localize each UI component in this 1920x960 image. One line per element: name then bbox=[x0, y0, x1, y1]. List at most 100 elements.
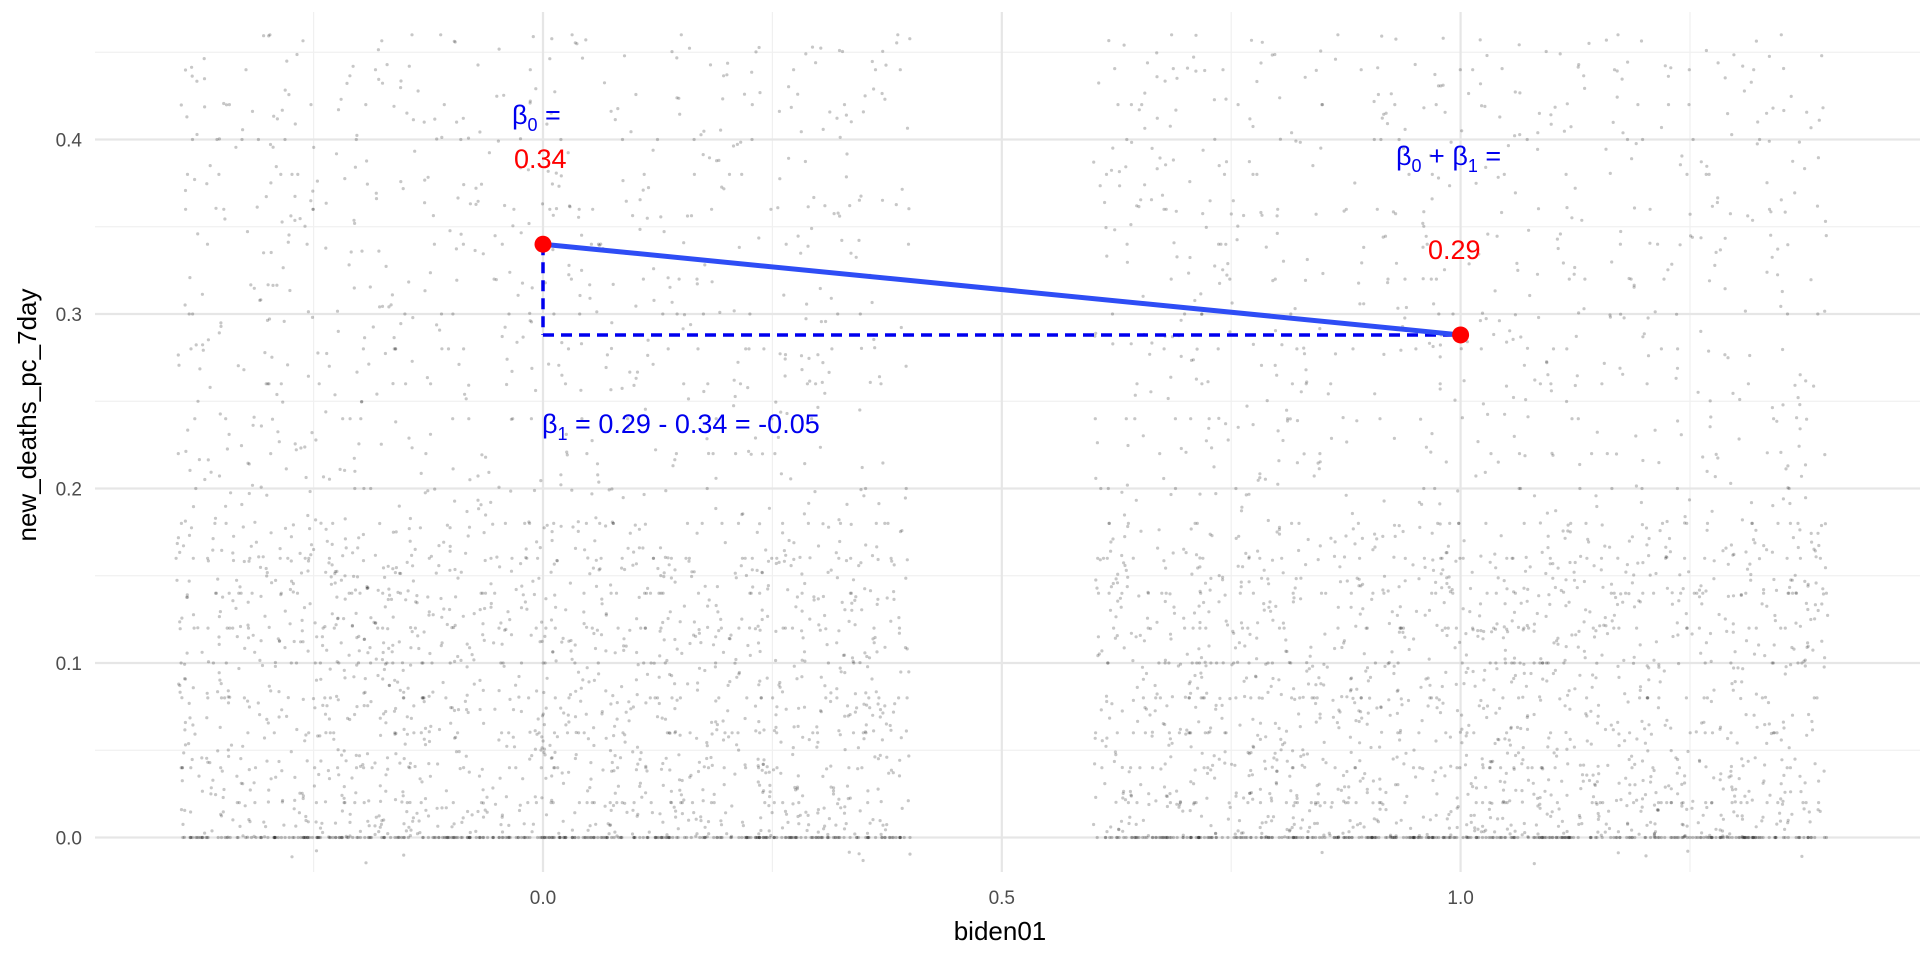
data-point bbox=[402, 822, 406, 826]
data-point bbox=[1139, 783, 1143, 787]
data-point bbox=[1804, 379, 1808, 383]
data-point bbox=[1669, 726, 1673, 730]
data-point bbox=[1535, 835, 1539, 840]
data-point bbox=[715, 723, 720, 727]
data-point bbox=[453, 736, 457, 740]
data-point bbox=[1361, 607, 1365, 611]
data-point bbox=[1608, 313, 1612, 317]
data-point bbox=[907, 754, 911, 758]
data-point bbox=[420, 661, 424, 665]
data-point bbox=[1753, 541, 1757, 545]
data-point bbox=[758, 649, 762, 654]
data-point bbox=[734, 576, 738, 580]
data-point bbox=[577, 731, 581, 735]
data-point bbox=[1620, 77, 1624, 81]
data-point bbox=[391, 530, 395, 534]
data-point bbox=[1104, 835, 1108, 840]
data-point bbox=[1503, 602, 1507, 606]
data-point bbox=[834, 551, 838, 555]
data-point bbox=[204, 835, 208, 840]
data-point bbox=[725, 73, 729, 77]
data-point bbox=[890, 559, 894, 563]
data-point bbox=[328, 731, 332, 735]
data-point bbox=[631, 750, 635, 754]
data-point bbox=[1129, 835, 1134, 840]
data-point bbox=[1481, 824, 1485, 828]
data-point bbox=[646, 338, 650, 342]
data-point bbox=[1135, 204, 1139, 208]
data-point bbox=[1382, 591, 1386, 595]
data-point bbox=[834, 835, 838, 840]
data-point bbox=[858, 661, 862, 665]
data-point bbox=[868, 821, 872, 825]
data-point bbox=[497, 47, 501, 51]
data-point bbox=[1559, 835, 1563, 840]
data-point bbox=[343, 574, 347, 578]
data-point bbox=[390, 293, 394, 297]
data-point bbox=[500, 334, 504, 339]
data-point bbox=[549, 570, 553, 574]
data-point bbox=[1566, 693, 1570, 697]
data-point bbox=[843, 671, 847, 675]
data-point bbox=[1704, 835, 1708, 839]
data-point bbox=[1635, 737, 1639, 741]
data-point bbox=[1403, 127, 1407, 131]
data-point bbox=[1318, 452, 1322, 456]
data-point bbox=[226, 748, 230, 752]
data-point bbox=[1281, 438, 1285, 443]
data-point bbox=[1117, 828, 1121, 832]
data-point bbox=[612, 835, 616, 840]
data-point bbox=[1573, 383, 1577, 388]
data-point bbox=[1503, 661, 1508, 665]
data-point bbox=[1802, 807, 1806, 811]
data-point bbox=[217, 642, 221, 647]
data-point bbox=[1794, 621, 1798, 625]
data-point bbox=[1450, 588, 1454, 592]
data-point bbox=[402, 727, 406, 732]
data-point bbox=[1733, 794, 1737, 798]
data-point bbox=[851, 659, 855, 664]
data-point bbox=[1382, 112, 1386, 116]
data-point bbox=[1258, 825, 1262, 830]
data-point bbox=[452, 835, 456, 840]
data-point bbox=[808, 617, 812, 621]
data-point bbox=[1212, 754, 1216, 758]
data-point bbox=[1715, 200, 1719, 205]
data-point bbox=[615, 834, 619, 838]
data-point bbox=[1434, 739, 1438, 743]
data-point bbox=[1628, 835, 1632, 840]
data-point bbox=[586, 828, 590, 832]
data-point bbox=[1285, 759, 1289, 763]
data-point bbox=[873, 346, 877, 350]
data-point bbox=[1645, 382, 1649, 386]
data-point bbox=[453, 623, 457, 628]
data-point bbox=[290, 172, 294, 176]
data-point bbox=[689, 214, 694, 218]
data-point bbox=[249, 835, 254, 840]
data-point bbox=[245, 835, 250, 839]
data-point bbox=[558, 835, 562, 840]
data-point bbox=[1115, 581, 1120, 585]
data-point bbox=[401, 794, 405, 798]
data-point bbox=[460, 820, 464, 825]
data-point bbox=[555, 735, 560, 739]
data-point bbox=[1663, 835, 1667, 840]
data-point bbox=[1178, 727, 1182, 731]
data-point bbox=[729, 633, 733, 637]
data-point bbox=[540, 639, 544, 644]
data-point bbox=[500, 830, 505, 834]
data-point bbox=[883, 645, 887, 649]
data-point bbox=[1676, 419, 1680, 423]
data-point bbox=[1809, 617, 1813, 622]
data-point bbox=[1630, 581, 1634, 585]
data-point bbox=[673, 637, 677, 642]
data-point bbox=[1228, 805, 1232, 810]
data-point bbox=[474, 829, 478, 834]
data-point bbox=[526, 168, 531, 172]
data-point bbox=[1721, 787, 1725, 791]
data-point bbox=[1508, 832, 1512, 836]
data-point bbox=[1523, 454, 1527, 458]
data-point bbox=[523, 835, 528, 840]
data-point bbox=[1710, 835, 1714, 840]
data-point bbox=[1306, 830, 1310, 834]
